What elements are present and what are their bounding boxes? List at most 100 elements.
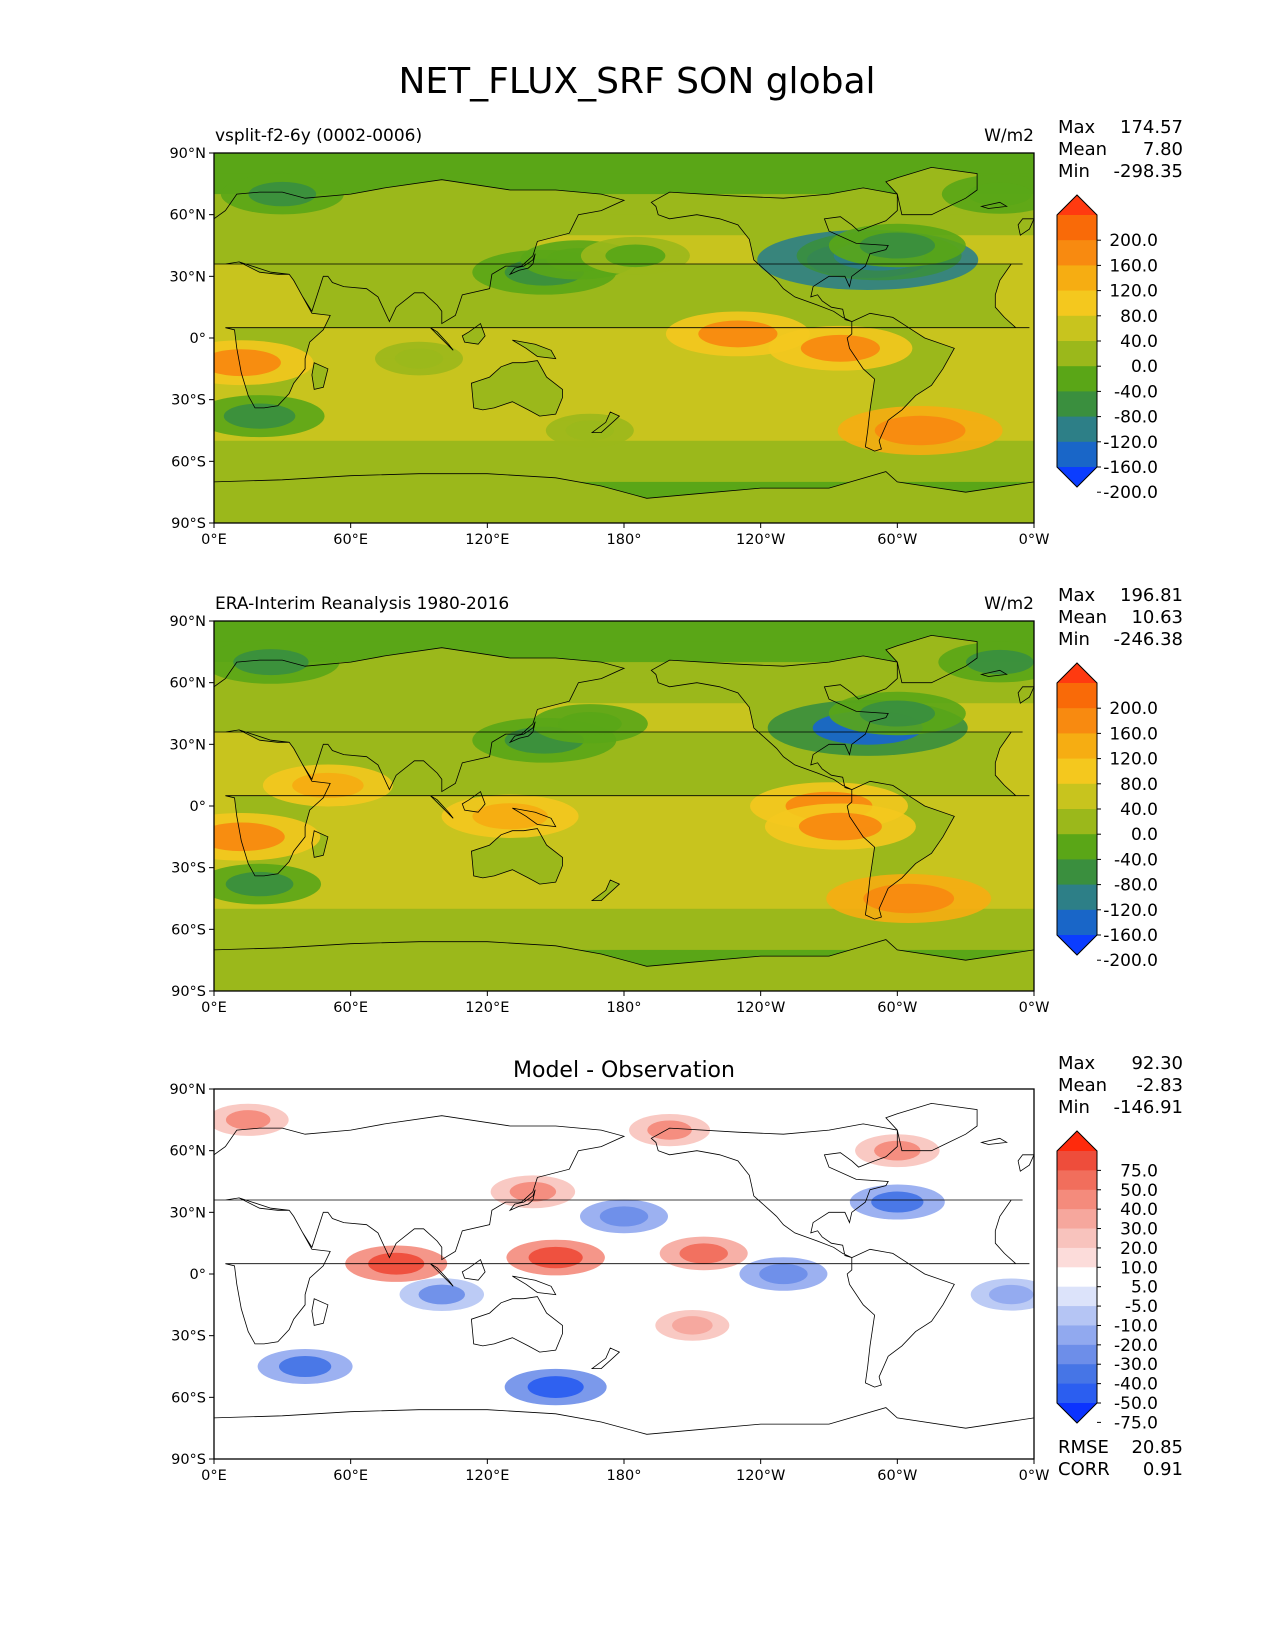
- field-contour-core: [863, 883, 955, 914]
- colorbar-segment: [1057, 1286, 1097, 1307]
- latitude-band: [214, 908, 1034, 930]
- field-contour-core: [599, 1206, 649, 1227]
- colorbar-tick-label: 40.0: [1120, 332, 1158, 352]
- stat-label: CORR: [1058, 1459, 1110, 1480]
- colorbar-segment: [1057, 1151, 1097, 1171]
- colorbar-tick-label: -160.0: [1103, 926, 1158, 946]
- x-tick-label: 0°E: [201, 1468, 227, 1484]
- field-contour-core: [874, 415, 966, 446]
- field-contour-core: [798, 812, 882, 841]
- y-tick-label: 0°: [190, 1267, 206, 1283]
- stat-label: Max: [1058, 117, 1096, 138]
- x-tick-label: 60°E: [333, 1000, 368, 1016]
- map-panel-2: ERA-Interim Reanalysis 1980-2016 W/m2 0°E 6…: [169, 585, 1183, 1016]
- colorbar-min-arrow: [1057, 467, 1097, 487]
- y-tick-label: 60°N: [169, 1144, 206, 1160]
- colorbar-segment: [1057, 1228, 1097, 1249]
- field-contour-core: [278, 1356, 332, 1377]
- y-tick-label: 0°: [190, 799, 206, 815]
- field-contour-core: [698, 320, 778, 348]
- y-tick-label: 60°S: [171, 1390, 206, 1406]
- colorbar-max-arrow: [1057, 1131, 1097, 1151]
- stat-label: Min: [1058, 629, 1090, 650]
- stat-label: Max: [1058, 585, 1096, 606]
- colorbar-segment: [1057, 683, 1097, 709]
- y-tick-label: 30°S: [171, 393, 206, 409]
- field-contour-core: [223, 403, 296, 429]
- latitude-band: [214, 867, 1034, 889]
- figure-title: NET_FLUX_SRF SON global: [398, 61, 875, 102]
- coastlines: [214, 1102, 1034, 1459]
- field-contour-core: [800, 334, 880, 362]
- colorbar-segment: [1057, 1170, 1097, 1191]
- x-tick-label: 120°E: [465, 1000, 509, 1016]
- stat-value: 92.30: [1131, 1053, 1183, 1074]
- x-tick-label: 60°E: [333, 532, 368, 548]
- x-tick-label: 120°W: [736, 1468, 785, 1484]
- colorbar-segment: [1057, 1189, 1097, 1210]
- colorbar-segment: [1057, 1267, 1097, 1288]
- coastlines: [214, 634, 1034, 991]
- colorbar: 200.0 160.0 120.0 80.0 40.0 0.0 -40.0 -80.0 -120…: [1056, 194, 1158, 503]
- colorbar-segment: [1057, 783, 1097, 810]
- field-contour-core: [874, 1140, 921, 1161]
- colorbar-tick-label: -40.0: [1114, 850, 1158, 870]
- y-tick-label: 90°N: [169, 614, 206, 630]
- colorbar-tick-label: 20.0: [1120, 1239, 1158, 1259]
- panel-title: vsplit-f2-6y (0002-0006): [215, 126, 422, 146]
- colorbar-segment: [1057, 240, 1097, 266]
- coastlines: [214, 166, 1034, 523]
- colorbar-tick-label: 40.0: [1120, 1200, 1158, 1220]
- panels: vsplit-f2-6y (0002-0006) W/m2 0°E 60°E 120°E…: [169, 117, 1183, 1484]
- field-contour-core: [292, 772, 364, 799]
- stat-label: Mean: [1058, 607, 1107, 628]
- colorbar-segment: [1057, 315, 1097, 342]
- units-label: W/m2: [984, 126, 1034, 146]
- x-tick-label: 120°W: [736, 532, 785, 548]
- colorbar-tick-label: 10.0: [1120, 1258, 1158, 1278]
- colorbar-segment: [1057, 1209, 1097, 1229]
- y-tick-label: 30°S: [171, 861, 206, 877]
- colorbar-tick-label: 0.0: [1131, 825, 1158, 845]
- colorbar-tick-label: 200.0: [1109, 231, 1158, 251]
- colorbar-segment: [1057, 834, 1097, 860]
- y-tick-label: 60°N: [169, 208, 206, 224]
- field-contour-core: [394, 348, 444, 369]
- latitude-band: [214, 440, 1034, 462]
- stat-value: -146.91: [1114, 1097, 1183, 1118]
- colorbar-tick-label: -80.0: [1114, 876, 1158, 896]
- x-tick-label: 180°: [607, 1468, 642, 1484]
- colorbar-max-arrow: [1057, 195, 1097, 215]
- x-tick-label: 120°E: [465, 532, 509, 548]
- stat-label: Mean: [1058, 1075, 1107, 1096]
- colorbar-tick-label: -200.0: [1103, 951, 1158, 971]
- map-field: [214, 153, 1034, 523]
- y-tick-label: 30°N: [169, 737, 206, 753]
- latitude-band: [214, 153, 1034, 175]
- colorbar-segment: [1057, 708, 1097, 734]
- stat-value: -246.38: [1114, 629, 1183, 650]
- y-tick-label: 30°N: [169, 269, 206, 285]
- colorbar-segment: [1057, 884, 1097, 911]
- y-tick-label: 90°N: [169, 1082, 206, 1098]
- stat-value: -298.35: [1114, 161, 1183, 182]
- field-contour-core: [225, 1110, 271, 1130]
- x-tick-label: 0°E: [201, 532, 227, 548]
- colorbar-tick-label: -50.0: [1114, 1394, 1158, 1414]
- colorbar-tick-label: -80.0: [1114, 408, 1158, 428]
- field-contour-core: [759, 1263, 808, 1285]
- latitude-band: [214, 399, 1034, 421]
- stat-label: Min: [1058, 161, 1090, 182]
- panel-title: ERA-Interim Reanalysis 1980-2016: [215, 594, 509, 614]
- colorbar-segment: [1057, 366, 1097, 392]
- colorbar-segment: [1057, 758, 1097, 785]
- field-contour-core: [527, 1376, 584, 1398]
- colorbar-segment: [1057, 733, 1097, 759]
- stat-value: 10.63: [1131, 607, 1183, 628]
- x-tick-label: 0°W: [1019, 532, 1050, 548]
- colorbar-tick-label: 80.0: [1120, 775, 1158, 795]
- colorbar-segment: [1057, 1325, 1097, 1346]
- colorbar-segment: [1057, 1344, 1097, 1365]
- colorbar-tick-label: -160.0: [1103, 458, 1158, 478]
- colorbar-segment: [1057, 1247, 1097, 1268]
